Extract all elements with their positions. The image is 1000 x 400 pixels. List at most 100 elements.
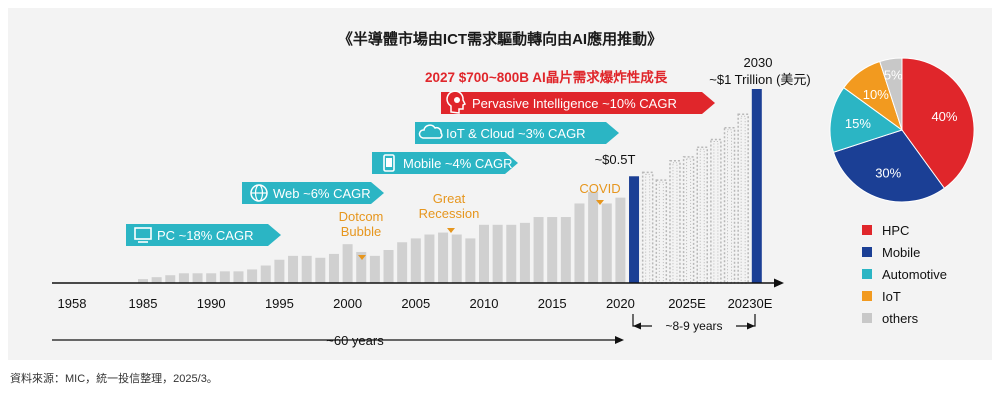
- span-60-arrowhead: [615, 336, 624, 344]
- forecast-bar-2027: [710, 138, 722, 284]
- legend-item-automotive: Automotive: [862, 267, 947, 282]
- highlight-bar-2021: [629, 176, 640, 283]
- pie-legend: HPC Mobile Automotive IoT others: [862, 223, 947, 326]
- legend-swatch: [862, 291, 872, 301]
- bar-2004: [397, 242, 408, 283]
- legend-item-iot: IoT: [862, 289, 901, 304]
- legend-label: Automotive: [882, 267, 947, 282]
- era-arrow-2: Mobile ~4% CAGR: [372, 152, 518, 174]
- bar-1991: [219, 271, 230, 283]
- era-arrow-shape: [242, 182, 384, 204]
- legend-swatch: [862, 247, 872, 257]
- bar-1986: [151, 277, 162, 283]
- bar-2003: [383, 250, 394, 283]
- forecast-bar-inner: [672, 162, 678, 284]
- span-8-arrow-right: [747, 322, 755, 330]
- event-marker: [596, 200, 604, 205]
- x-tick-label: 2005: [401, 296, 430, 311]
- forecast-bar-outline: [723, 127, 736, 284]
- span-8-arrow-left: [633, 322, 641, 330]
- era-arrow-label: IoT & Cloud ~3% CAGR: [446, 126, 586, 141]
- forecast-bar-inner: [740, 115, 746, 284]
- bar-2010: [479, 224, 489, 283]
- bar-2020: [615, 197, 626, 283]
- era-arrow-0: PC ~18% CAGR: [126, 224, 281, 246]
- era-arrow-1: Web ~6% CAGR: [242, 182, 384, 204]
- x-axis-arrowhead: [774, 278, 784, 288]
- source-note: 資料來源：MIC，統一投信整理，2025/3。: [10, 373, 218, 385]
- brain-head-icon: [446, 90, 467, 114]
- legend-label: IoT: [882, 289, 901, 304]
- forecast-bar-2024: [669, 160, 681, 284]
- bars-layer: [138, 89, 762, 284]
- event-marker: [447, 228, 455, 233]
- bar-1996: [288, 255, 299, 283]
- chart-panel: [8, 8, 992, 360]
- pie-slice-hpc: [901, 57, 975, 189]
- bar-1993: [247, 269, 258, 283]
- bar-1997: [301, 255, 312, 283]
- era-arrow-label: Web ~6% CAGR: [273, 186, 371, 201]
- bar-2008: [451, 234, 462, 283]
- legend-item-others: others: [862, 311, 919, 326]
- forecast-bar-2025: [682, 156, 695, 284]
- bar-1989: [192, 273, 203, 283]
- event-label: Recession: [419, 206, 480, 221]
- legend-item-mobile: Mobile: [862, 245, 920, 260]
- bar-1987: [165, 275, 176, 283]
- span-60-label: ~60 years: [326, 333, 384, 348]
- forecast-bar-inner: [713, 140, 719, 284]
- forecast-bar-2029: [737, 113, 749, 284]
- era-arrow-label: Pervasive Intelligence ~10% CAGR: [472, 96, 677, 111]
- value-label-2030-year: 2030: [744, 55, 773, 70]
- bar-2011: [492, 224, 503, 283]
- phone-screen: [386, 158, 392, 167]
- bar-2016: [560, 217, 571, 283]
- labels-layer: ~$0.5T 2030 ~$1 Trillion (美元) 2027 $700~800…: [425, 55, 811, 167]
- pie-slice-label: 5%: [884, 68, 903, 83]
- bar-1999: [328, 253, 339, 283]
- event-annotation-2: COVID: [579, 181, 621, 205]
- pie-slice-label: 10%: [863, 87, 889, 102]
- x-tick-label: 1985: [129, 296, 158, 311]
- pie-slice-label: 30%: [875, 165, 901, 180]
- forecast-bar-outline: [682, 156, 695, 284]
- bar-1988: [178, 273, 189, 283]
- forecast-bar-2023: [655, 179, 668, 284]
- value-label-2021: ~$0.5T: [595, 152, 636, 167]
- era-arrow-shape: [372, 152, 518, 174]
- legend-swatch: [862, 269, 872, 279]
- brain-dot: [454, 97, 460, 103]
- bar-2007: [438, 232, 449, 283]
- bar-1998: [315, 257, 326, 283]
- era-arrow-label: PC ~18% CAGR: [157, 228, 253, 243]
- forecast-bar-2026: [696, 146, 708, 284]
- bar-2015: [547, 217, 558, 283]
- bar-1985: [138, 279, 148, 283]
- era-arrow-shape: [415, 122, 619, 144]
- pie-chart: 40% 30% 15% 10% 5%: [829, 57, 975, 203]
- legend-label: HPC: [882, 223, 909, 238]
- headline-ai-demand: 2027 $700~800B AI晶片需求爆炸性成長: [425, 69, 668, 85]
- phone-icon: [383, 154, 395, 172]
- era-arrows-layer: PC ~18% CAGR Web ~6% CAGR Mobile ~4% CAGR I…: [126, 90, 715, 246]
- forecast-bar-2028: [723, 127, 736, 284]
- x-tick-label: 1990: [197, 296, 226, 311]
- bar-2000: [342, 244, 353, 283]
- forecast-bar-inner: [658, 181, 664, 284]
- bar-1994: [260, 265, 271, 283]
- legend-label: Mobile: [882, 245, 920, 260]
- pie-slice-label: 15%: [845, 116, 871, 131]
- highlight-bar-2030: [751, 89, 762, 283]
- bar-2012: [506, 224, 517, 283]
- x-tick-label: 1958: [58, 296, 87, 311]
- era-arrow-4: Pervasive Intelligence ~10% CAGR: [441, 90, 715, 114]
- span-8-label: ~8-9 years: [665, 319, 722, 333]
- legend-label: others: [882, 311, 919, 326]
- forecast-bar-inner: [699, 148, 705, 284]
- pie-slice-label: 40%: [931, 109, 957, 124]
- event-label: Great: [433, 191, 466, 206]
- forecast-bar-outline: [641, 171, 654, 284]
- axis-layer: 1958 1985 1990 1995 2000 2005 2010 2015 2020 2025…: [52, 278, 784, 348]
